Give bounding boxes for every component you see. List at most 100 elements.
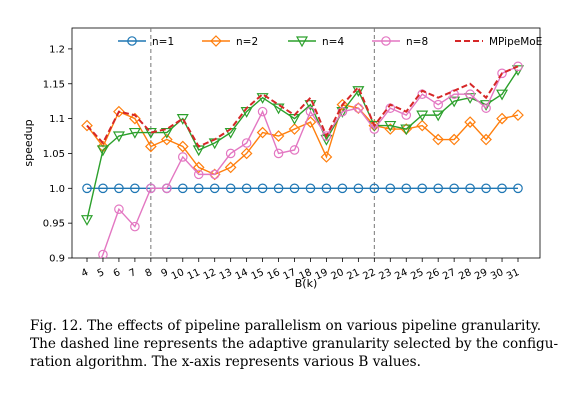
data-point <box>353 183 364 194</box>
x-axis-label: B(k) <box>295 277 318 290</box>
y-tick-label: 0.9 <box>49 254 65 265</box>
legend-label: n=2 <box>236 36 258 48</box>
y-tick-label: 1.1 <box>49 114 65 125</box>
x-tick-label: 7 <box>128 267 138 280</box>
series-layer <box>80 61 525 258</box>
data-point <box>177 152 188 162</box>
y-tick-label: 0.95 <box>43 219 65 230</box>
plot-frame <box>71 27 541 259</box>
data-point <box>433 183 443 194</box>
data-point <box>305 106 316 117</box>
data-point <box>416 119 429 132</box>
legend-swatch-marker <box>295 36 309 48</box>
data-point <box>130 221 140 232</box>
x-tick-label: 26 <box>425 267 441 282</box>
data-point <box>272 130 285 142</box>
y-tick-label: 1.15 <box>43 79 65 90</box>
data-point <box>496 89 509 101</box>
data-point <box>114 204 124 215</box>
data-point <box>288 123 301 135</box>
x-tick-label: 5 <box>96 267 106 280</box>
x-tick-label: 21 <box>345 267 361 282</box>
caption-line: Fig. 12. The effects of pipeline paralle… <box>30 318 542 334</box>
x-tick-label: 13 <box>218 267 234 282</box>
data-point <box>80 215 94 226</box>
data-point <box>448 96 461 108</box>
legend-label: MPipeMoE <box>489 36 542 48</box>
data-point <box>432 110 445 122</box>
series-line <box>86 69 519 220</box>
data-point <box>305 183 316 194</box>
x-tick-label: 9 <box>160 267 170 280</box>
x-tick-label: 24 <box>393 267 409 282</box>
data-point <box>160 133 173 146</box>
x-tick-label: 10 <box>170 267 186 282</box>
data-point <box>401 183 412 194</box>
data-point <box>113 105 125 118</box>
speedup-chart: 0.90.951.01.051.11.151.2 4 5 6 7 8 9 10 11 12 13 1… <box>22 27 542 290</box>
data-point <box>384 120 397 132</box>
legend-label: n=8 <box>406 36 428 48</box>
x-tick-label: 15 <box>250 267 266 282</box>
data-point <box>225 183 236 194</box>
y-tick-label: 1.2 <box>49 44 65 55</box>
data-point <box>513 183 523 194</box>
data-point <box>336 98 349 111</box>
x-tick-label: 30 <box>489 267 505 282</box>
x-tick-label: 17 <box>282 267 298 282</box>
x-tick-label: 11 <box>186 267 202 282</box>
data-point <box>272 103 285 115</box>
y-tick-label: 1.0 <box>49 184 65 195</box>
data-point <box>257 183 268 194</box>
data-point <box>193 183 204 194</box>
data-point <box>513 61 523 72</box>
legend-swatch-marker <box>127 36 137 46</box>
data-point <box>256 126 269 139</box>
data-point <box>257 106 268 117</box>
caption-line: ration algorithm. The x-axis represents … <box>30 354 421 370</box>
data-point <box>128 127 141 139</box>
data-point <box>144 127 157 139</box>
legend-swatch-marker <box>381 36 391 46</box>
data-point <box>417 183 428 194</box>
data-point <box>465 89 475 100</box>
x-tick-label: 25 <box>409 267 425 282</box>
figure-caption: Fig. 12. The effects of pipeline paralle… <box>30 317 578 371</box>
data-point <box>160 127 173 139</box>
data-point <box>337 183 348 194</box>
legend-label: n=4 <box>322 36 344 48</box>
data-point <box>352 102 365 115</box>
data-point <box>385 183 396 194</box>
data-point <box>208 168 221 181</box>
data-point <box>481 183 491 194</box>
x-axis: 4 5 6 7 8 9 10 11 12 13 14 15 16 17 18 19 20 21 22 23 24 25 26… <box>80 258 521 282</box>
data-point <box>82 183 92 194</box>
legend: n=1 n=2 n=4 n=8 MPipeMoE <box>118 35 542 48</box>
data-point <box>320 151 333 163</box>
series-MPipeMoE <box>86 65 519 148</box>
data-point <box>416 110 429 122</box>
x-tick-label: 19 <box>313 267 329 282</box>
data-point <box>241 138 252 148</box>
data-point <box>289 145 300 155</box>
y-axis: 0.9 0.95 1.0 1.05 1.1 1.15 1.2 <box>43 44 72 265</box>
legend-label: n=1 <box>152 36 174 48</box>
x-tick-label: 8 <box>144 267 154 280</box>
data-point <box>209 183 220 194</box>
data-point <box>114 183 124 194</box>
x-tick-label: 20 <box>329 267 345 282</box>
x-tick-label: 31 <box>505 267 521 282</box>
data-point <box>193 169 204 180</box>
data-point <box>497 68 507 79</box>
data-point <box>240 147 253 160</box>
y-axis-label: speedup <box>22 119 35 166</box>
data-point <box>353 103 364 113</box>
data-point <box>145 140 157 153</box>
data-point <box>273 183 284 194</box>
x-tick-label: 4 <box>80 267 90 280</box>
data-point <box>449 183 459 194</box>
y-tick-label: 1.05 <box>43 149 65 160</box>
data-point <box>432 133 445 146</box>
data-point <box>400 124 413 136</box>
data-point <box>384 123 397 135</box>
